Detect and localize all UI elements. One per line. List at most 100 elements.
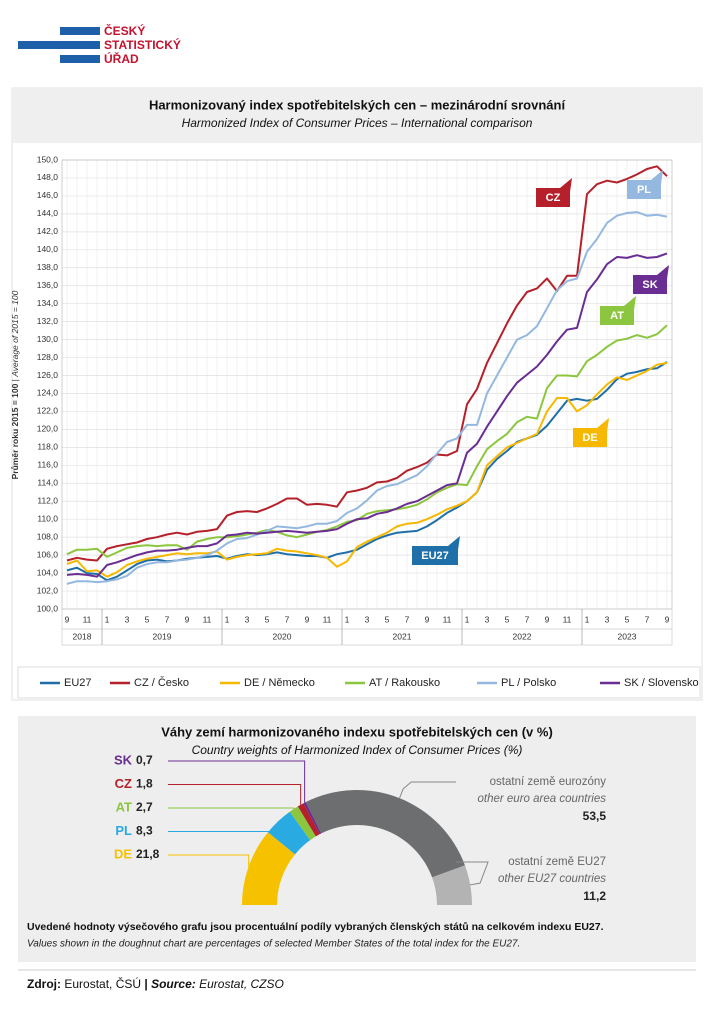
legend-label: EU27 — [64, 677, 92, 689]
x-tick-label: 5 — [385, 614, 390, 624]
slice-value: 1,8 — [136, 777, 153, 791]
slice-name: PL — [115, 823, 132, 838]
y-tick-label: 132,0 — [37, 316, 59, 326]
x-tick-label: 3 — [485, 614, 490, 624]
series-line — [66, 211, 668, 585]
leader — [168, 784, 302, 805]
y-tick-label: 144,0 — [37, 208, 59, 218]
slice-name: ostatní země eurozóny — [490, 776, 607, 788]
slice-value: 53,5 — [583, 809, 607, 823]
legend-label: PL / Polsko — [501, 677, 556, 689]
logo-text: ČESKÝ — [104, 23, 145, 38]
series-tag-box — [627, 180, 661, 199]
chart-subtitle: Country weights of Harmonized Index of C… — [192, 743, 523, 757]
year-label: 2022 — [513, 631, 532, 641]
slice — [432, 865, 472, 905]
y-tick-label: 108,0 — [37, 531, 59, 541]
separator: | — [10, 379, 20, 381]
leader — [399, 781, 456, 799]
logo: ČESKÝ STATISTICKÝ ÚŘAD — [18, 23, 181, 66]
series-tag: SK — [642, 279, 657, 291]
series-tag-box — [412, 546, 458, 565]
x-tick-label: 3 — [245, 614, 250, 624]
y-tick-label: 146,0 — [37, 190, 59, 200]
series-tag-box — [600, 306, 634, 325]
slice-subtitle: other euro area countries — [478, 793, 607, 805]
y-tick-label: 150,0 — [37, 154, 59, 164]
source-label: Zdroj: — [27, 977, 61, 991]
year-label: 2020 — [273, 631, 292, 641]
series-tag: AT — [610, 310, 624, 322]
series-tag: EU27 — [421, 550, 449, 562]
x-tick-label: 5 — [145, 614, 150, 624]
series-tag: PL — [637, 184, 651, 196]
x-tick-label: 1 — [465, 614, 470, 624]
source-text-en: Eurostat, CZSO — [199, 977, 284, 991]
year-label: 2023 — [618, 631, 637, 641]
series-tag-box — [536, 188, 570, 207]
slice-name: DE — [114, 846, 132, 861]
y-tick-label: 120,0 — [37, 424, 59, 434]
note-en: Values shown in the doughnut chart are p… — [27, 939, 520, 950]
chart-title: Váhy zemí harmonizovaného indexu spotřeb… — [161, 724, 553, 739]
x-tick-label: 7 — [645, 614, 650, 624]
x-tick-label: 1 — [585, 614, 590, 624]
y-tick-label: 102,0 — [37, 585, 59, 595]
x-tick-label: 11 — [323, 614, 332, 624]
legend-label: CZ / Česko — [134, 676, 189, 689]
x-tick-label: 9 — [65, 614, 70, 624]
x-tick-label: 3 — [365, 614, 370, 624]
legend-label: SK / Slovensko — [624, 677, 699, 689]
series-tag: DE — [582, 432, 597, 444]
y-tick-label: 118,0 — [37, 442, 58, 452]
y-tick-label: 116,0 — [37, 460, 58, 470]
pie-panel — [18, 716, 696, 962]
x-tick-label: 5 — [505, 614, 510, 624]
y-axis-label: Průměr roku 2015 = 100 | Average of 2015… — [10, 290, 20, 479]
x-tick-label: 1 — [105, 614, 110, 624]
year-label: 2021 — [393, 631, 412, 641]
y-tick-label: 140,0 — [37, 244, 59, 254]
slice-name: AT — [116, 799, 132, 814]
y-tick-label: 134,0 — [37, 298, 59, 308]
y-tick-label: 114,0 — [37, 478, 58, 488]
series-tag-box — [573, 428, 607, 447]
year-label: 2018 — [73, 631, 92, 641]
chart-subtitle: Harmonized Index of Consumer Prices – In… — [182, 116, 533, 130]
x-tick-label: 5 — [625, 614, 630, 624]
y-tick-label: 126,0 — [37, 370, 59, 380]
leader — [168, 821, 279, 832]
slice-value: 2,7 — [136, 800, 153, 814]
y-tick-label: 128,0 — [37, 352, 59, 362]
title-band — [12, 88, 702, 143]
slice-value: 8,3 — [136, 824, 153, 838]
series-line — [66, 252, 668, 578]
x-tick-label: 1 — [225, 614, 230, 624]
y-tick-label: 106,0 — [37, 549, 59, 559]
logo-text: STATISTICKÝ — [104, 37, 181, 52]
leader — [168, 854, 250, 867]
leader — [168, 760, 306, 803]
slice-name: SK — [114, 752, 133, 767]
logo-bar — [60, 55, 100, 63]
x-axis-band — [61, 608, 673, 646]
slice-value: 0,7 — [136, 753, 153, 767]
y-tick-label: 138,0 — [37, 262, 59, 272]
x-tick-label: 11 — [443, 614, 452, 624]
slice — [289, 806, 316, 841]
slice — [242, 832, 296, 905]
slice — [303, 802, 322, 835]
y-tick-label: 112,0 — [37, 495, 58, 505]
x-tick-label: 5 — [265, 614, 270, 624]
y-axis-label-en: Average of 2015 = 100 — [10, 290, 20, 377]
leader — [168, 807, 295, 809]
logo-bar — [18, 41, 100, 49]
x-tick-label: 11 — [203, 614, 212, 624]
source-text: Eurostat, ČSÚ — [64, 976, 141, 991]
y-axis-label-cs: Průměr roku 2015 = 100 — [10, 383, 20, 479]
x-tick-label: 9 — [545, 614, 550, 624]
series-tag: CZ — [546, 192, 561, 204]
legend-label: DE / Německo — [244, 677, 315, 689]
y-tick-label: 130,0 — [37, 334, 59, 344]
x-tick-label: 9 — [305, 614, 310, 624]
